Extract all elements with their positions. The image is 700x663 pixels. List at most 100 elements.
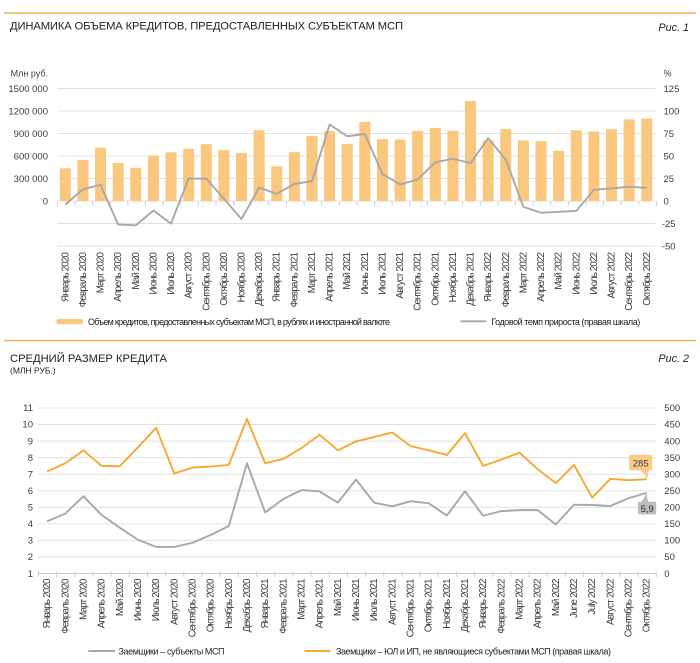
svg-text:(МЛН РУБ.): (МЛН РУБ.)	[10, 366, 56, 376]
svg-text:Рис. 1: Рис. 1	[658, 22, 689, 34]
svg-text:Октябрь 2022: Октябрь 2022	[642, 252, 653, 306]
svg-text:Декабрь 2021: Декабрь 2021	[460, 579, 471, 633]
svg-text:Январь 2022: Январь 2022	[478, 579, 489, 629]
svg-text:Февраль 2022: Февраль 2022	[501, 252, 512, 307]
svg-text:Февраль 2020: Февраль 2020	[78, 251, 89, 307]
svg-text:Август 2020: Август 2020	[169, 578, 180, 625]
svg-text:Май 2021: Май 2021	[333, 579, 344, 617]
svg-text:Март 2022: Март 2022	[515, 579, 526, 620]
svg-text:Июль 2021: Июль 2021	[377, 252, 388, 295]
svg-text:Рис. 2: Рис. 2	[658, 353, 689, 365]
svg-text:Октябрь 2020: Октябрь 2020	[206, 578, 217, 632]
svg-text:Октябрь 2022: Октябрь 2022	[642, 579, 653, 633]
svg-text:-50: -50	[662, 241, 676, 252]
svg-text:150: 150	[664, 519, 680, 530]
svg-text:Апрель 2021: Апрель 2021	[315, 579, 326, 629]
svg-text:Январь 2020: Январь 2020	[42, 578, 53, 629]
svg-text:50: 50	[664, 552, 675, 563]
svg-text:Сентябрь 2021: Сентябрь 2021	[413, 252, 424, 311]
svg-text:%: %	[664, 69, 672, 79]
svg-text:Заемщики – ЮЛ и ИП, не являющи: Заемщики – ЮЛ и ИП, не являющиеся субъек…	[336, 647, 611, 657]
svg-text:Июнь 2021: Июнь 2021	[351, 579, 362, 622]
svg-text:Ноябрь 2021: Ноябрь 2021	[442, 579, 453, 629]
svg-text:100: 100	[664, 536, 680, 547]
svg-text:600 000: 600 000	[14, 151, 48, 162]
svg-text:Апрель 2020: Апрель 2020	[97, 578, 108, 628]
svg-text:Заемщики – субъекты МСП: Заемщики – субъекты МСП	[119, 647, 225, 657]
svg-text:Август 2021: Август 2021	[387, 579, 398, 626]
svg-text:200: 200	[664, 503, 680, 514]
svg-text:Сентябрь 2022: Сентябрь 2022	[624, 579, 635, 638]
svg-text:Октябрь 2020: Октябрь 2020	[219, 251, 230, 305]
svg-text:Апрель 2022: Апрель 2022	[536, 252, 547, 302]
svg-text:Сентябрь 2020: Сентябрь 2020	[187, 578, 198, 637]
svg-text:Январь 2021: Январь 2021	[272, 252, 283, 302]
svg-text:11: 11	[23, 403, 33, 414]
svg-text:Январь 2020: Январь 2020	[60, 251, 71, 302]
svg-text:Февраль 2022: Февраль 2022	[496, 579, 507, 634]
svg-text:Ноябрь 2020: Ноябрь 2020	[237, 251, 248, 302]
svg-text:Июль 2020: Июль 2020	[166, 251, 177, 294]
svg-text:50: 50	[664, 151, 675, 162]
svg-text:Июнь 2021: Июнь 2021	[360, 252, 371, 295]
svg-text:Октябрь 2021: Октябрь 2021	[424, 579, 435, 633]
svg-text:Ноябрь 2021: Ноябрь 2021	[448, 252, 459, 302]
svg-text:1200 000: 1200 000	[8, 106, 48, 117]
svg-text:Январь 2021: Январь 2021	[260, 579, 271, 629]
svg-text:Май 2022: Май 2022	[554, 252, 565, 290]
svg-text:Август 2022: Август 2022	[607, 252, 618, 299]
svg-text:Апрель 2020: Апрель 2020	[113, 251, 124, 301]
svg-text:Объем кредитов, предоставленны: Объем кредитов, предоставленных субъекта…	[88, 317, 390, 327]
svg-text:Ноябрь 2020: Ноябрь 2020	[224, 578, 235, 629]
svg-text:Декабрь 2020: Декабрь 2020	[242, 578, 253, 632]
svg-text:Май 2021: Май 2021	[342, 252, 353, 290]
svg-text:1: 1	[28, 569, 33, 580]
svg-text:Март 2020: Март 2020	[78, 578, 89, 620]
svg-text:Август 2022: Август 2022	[605, 579, 616, 626]
svg-text:Февраль 2021: Февраль 2021	[278, 579, 289, 634]
svg-text:Декабрь 2021: Декабрь 2021	[466, 252, 477, 306]
svg-text:0: 0	[664, 196, 669, 207]
svg-text:0: 0	[664, 569, 669, 580]
svg-text:Май 2020: Май 2020	[131, 251, 142, 289]
svg-text:July 2022: July 2022	[587, 579, 598, 615]
svg-text:10: 10	[22, 420, 33, 431]
svg-text:Август 2020: Август 2020	[184, 251, 195, 298]
svg-text:Декабрь 2020: Декабрь 2020	[254, 251, 265, 305]
svg-text:Июнь 2020: Июнь 2020	[148, 251, 159, 294]
svg-text:8: 8	[28, 453, 33, 464]
svg-text:125: 125	[664, 84, 680, 95]
svg-text:ДИНАМИКА ОБЪЕМА КРЕДИТОВ, ПРЕД: ДИНАМИКА ОБЪЕМА КРЕДИТОВ, ПРЕДОСТАВЛЕННЫ…	[10, 21, 403, 33]
svg-text:6: 6	[28, 486, 33, 497]
svg-text:285: 285	[633, 459, 649, 470]
svg-text:250: 250	[664, 486, 680, 497]
svg-text:100: 100	[664, 106, 680, 117]
svg-text:-25: -25	[662, 219, 676, 230]
svg-text:Сентябрь 2020: Сентябрь 2020	[201, 251, 212, 310]
svg-text:300: 300	[664, 469, 680, 480]
svg-text:Сентябрь 2021: Сентябрь 2021	[406, 579, 417, 638]
svg-text:Январь 2022: Январь 2022	[483, 252, 494, 302]
svg-text:Апрель 2022: Апрель 2022	[533, 579, 544, 629]
svg-text:Август 2021: Август 2021	[395, 252, 406, 299]
svg-text:Июль 2022: Июль 2022	[589, 252, 600, 295]
svg-text:Апрель 2021: Апрель 2021	[325, 252, 336, 302]
svg-text:Май 2022: Май 2022	[551, 579, 562, 617]
svg-text:300 000: 300 000	[14, 174, 48, 185]
svg-text:Февраль 2021: Февраль 2021	[289, 252, 300, 307]
svg-text:Март 2022: Март 2022	[518, 252, 529, 293]
svg-text:7: 7	[28, 469, 33, 480]
svg-text:500: 500	[664, 403, 680, 414]
svg-text:Май 2020: Май 2020	[115, 578, 126, 616]
svg-text:9: 9	[28, 436, 33, 447]
svg-text:5,9: 5,9	[641, 504, 654, 515]
svg-text:0: 0	[43, 196, 48, 207]
svg-text:Млн руб.: Млн руб.	[11, 69, 48, 79]
svg-text:25: 25	[664, 174, 675, 185]
svg-text:3: 3	[28, 536, 33, 547]
svg-text:2: 2	[28, 552, 33, 563]
svg-text:Июль 2020: Июль 2020	[151, 578, 162, 621]
svg-text:СРЕДНИЙ РАЗМЕР КРЕДИТА: СРЕДНИЙ РАЗМЕР КРЕДИТА	[10, 352, 168, 365]
svg-text:Июнь 2022: Июнь 2022	[571, 252, 582, 295]
svg-text:400: 400	[664, 436, 680, 447]
